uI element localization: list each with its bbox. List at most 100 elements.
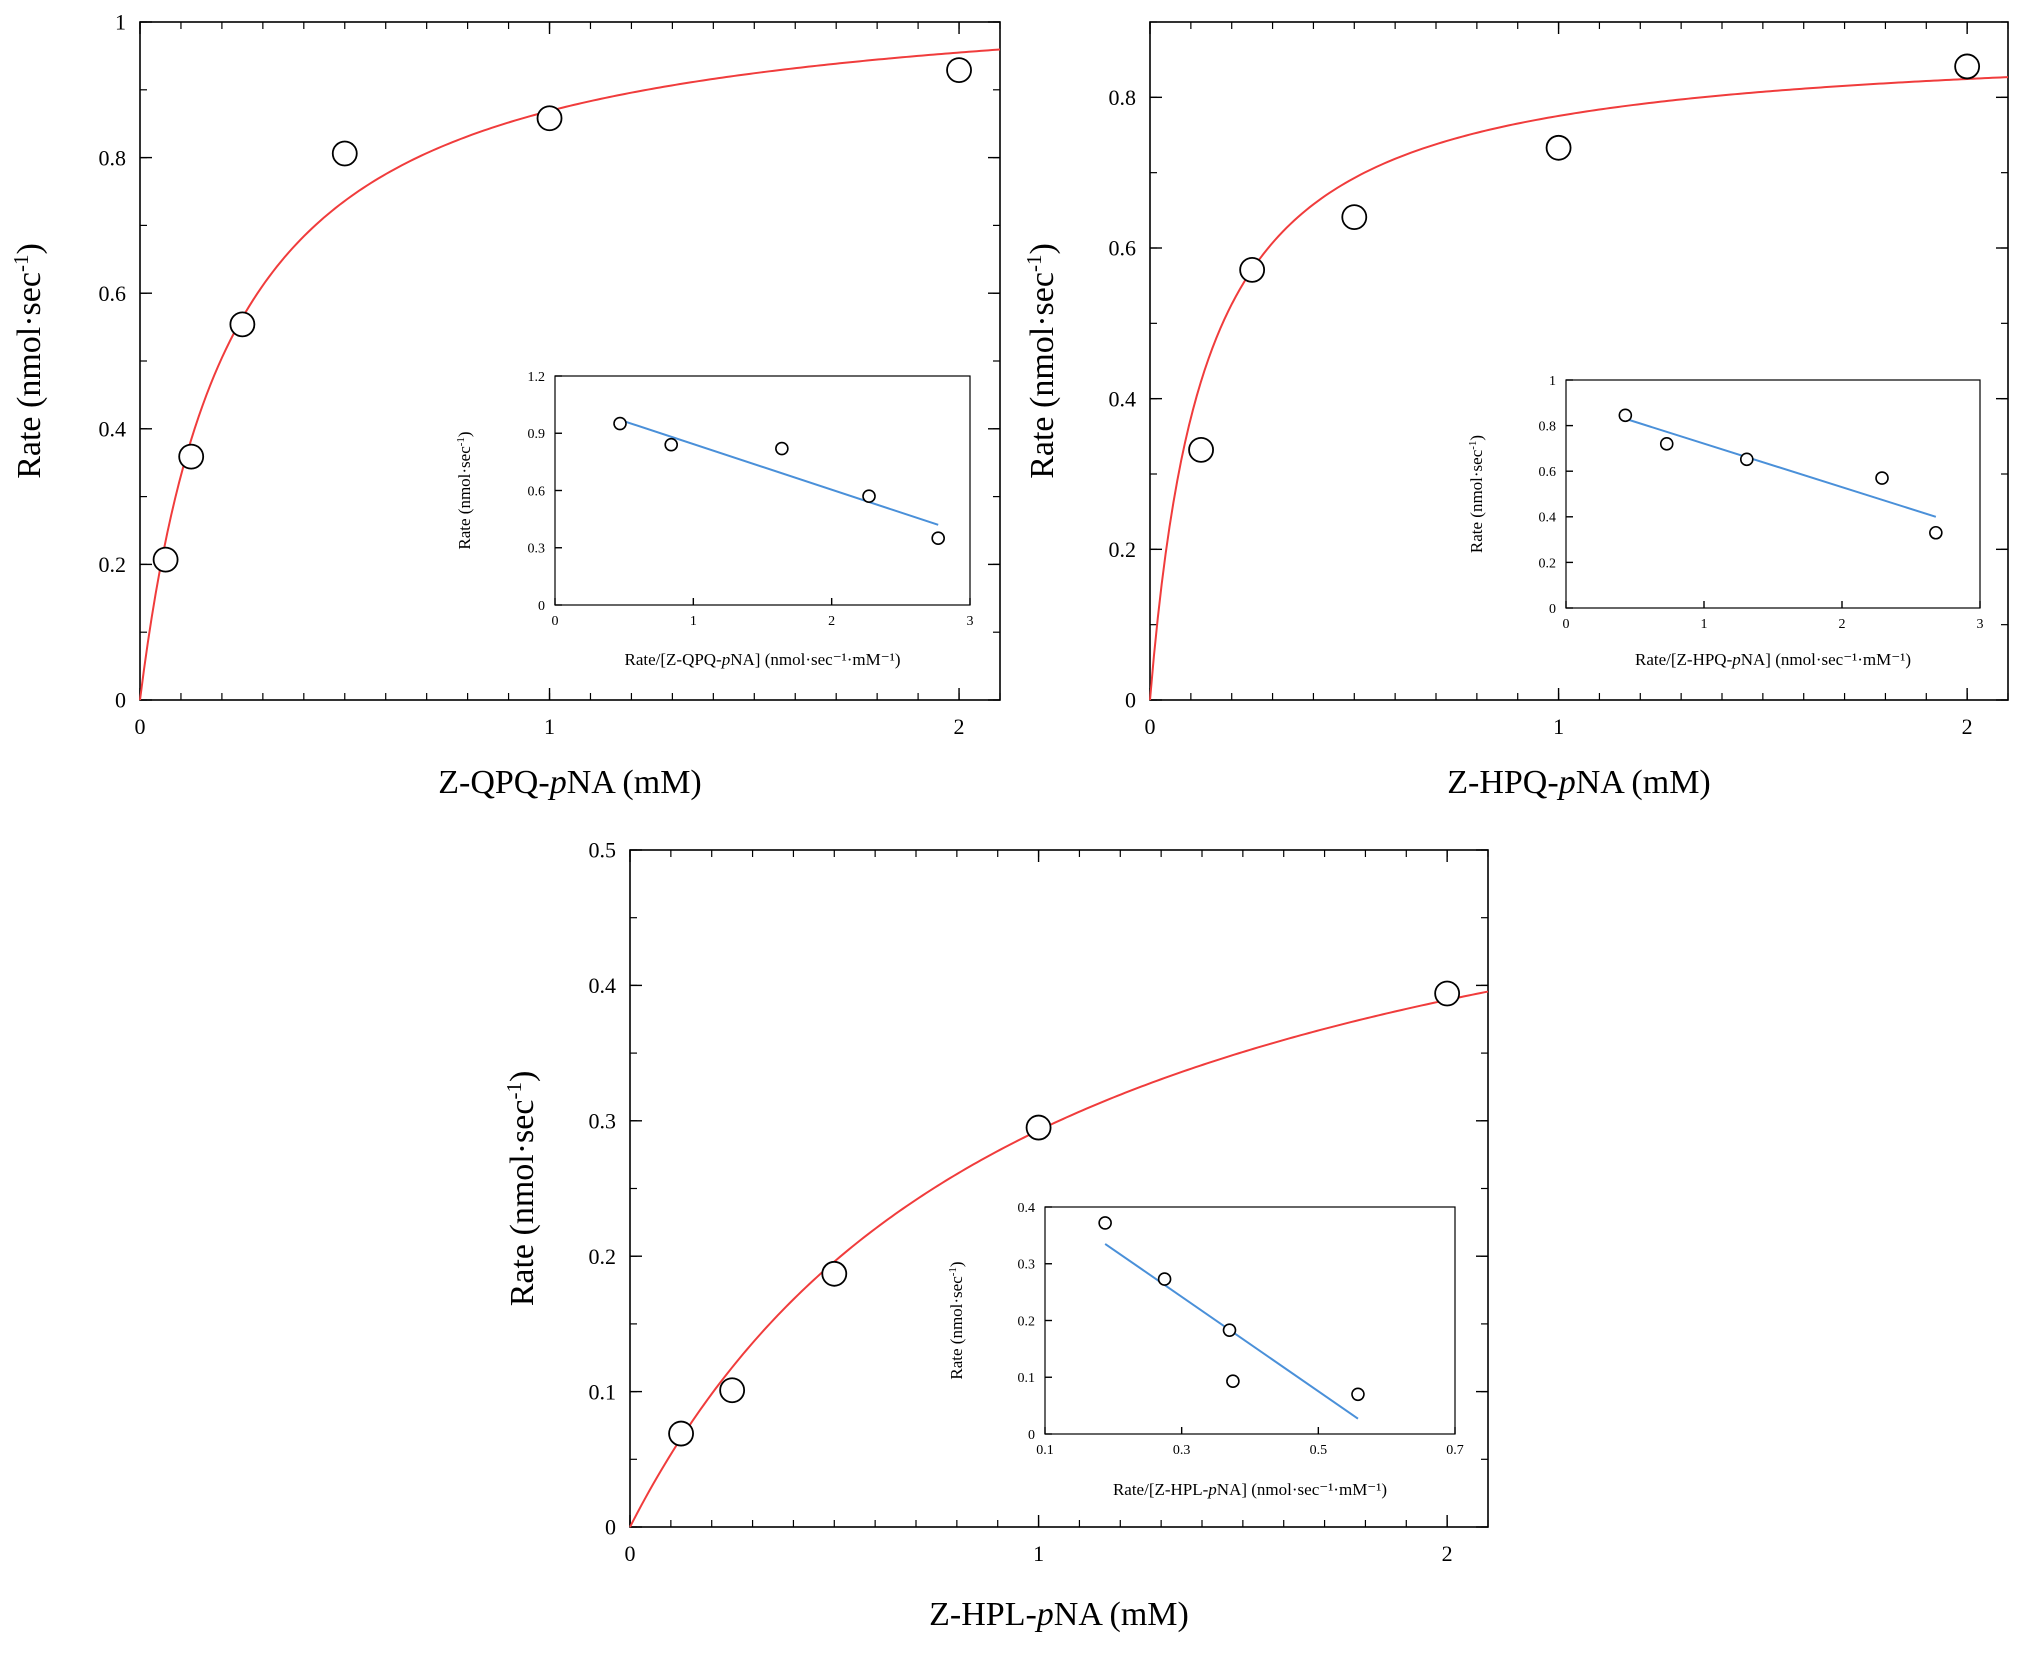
hpq-main-x-tick-label: 2 — [1962, 714, 1973, 739]
hpq-main-data-point — [1239, 256, 1266, 283]
hpq-main-inset-x-axis-label-part: Rate/[Z-HPQ- — [1635, 650, 1733, 669]
qpq-main-inset-data-point — [862, 489, 876, 504]
hpl-main-y-axis-label-part: ) — [504, 1071, 541, 1082]
hpq-main-x-axis-label-part: Z-HPQ- — [1447, 764, 1558, 801]
hpq-main-inset-x-axis-label-italic: p — [1731, 650, 1741, 669]
qpq-main-y-tick-label: 0.4 — [99, 417, 127, 442]
qpq-main-chart: 0 1 2 0 0.2 0.4 0.6 0.8 1 Z-QPQ-pNA (mM) Rate (nmo… — [9, 10, 1001, 801]
hpq-main-inset-y-axis-label-part: ) — [1467, 435, 1486, 441]
qpq-main-x-tick-label: 1 — [544, 714, 555, 739]
hpl-main-y-tick-label: 0.4 — [589, 973, 617, 998]
qpq-main-inset-y-tick-label: 0.6 — [528, 484, 546, 499]
hpl-main-y-axis-label: Rate (nmol·sec-1) — [502, 1071, 541, 1307]
qpq-main-inset: 0 1 2 3 0 0.3 0.6 0.9 1.2 Rate/[Z-QPQ-pNA] (nmol·… — [455, 370, 974, 669]
qpq-main-inset-x-tick-label: 0 — [552, 614, 559, 629]
qpq-main-inset-y-tick-label: 0.9 — [528, 427, 546, 442]
hpq-main-inset: 0 1 2 3 0 0.2 0.4 0.6 0.8 1 Rate/[Z-HPQ-pNA] (nmol… — [1467, 374, 1984, 669]
qpq-main-inset-x-axis-label-part: NA] (nmol·sec⁻¹·mM⁻¹) — [730, 650, 900, 669]
hpq-main-inset-x-axis-label: Rate/[Z-HPQ-pNA] (nmol·sec⁻¹·mM⁻¹) — [1635, 650, 1911, 669]
hpl-main-data-point — [1025, 1114, 1052, 1141]
hpl-main-inset-x-axis-label-part: Rate/[Z-HPL- — [1113, 1480, 1209, 1499]
hpl-main-inset-y-axis-label-part: Rate (nmol·sec — [947, 1276, 966, 1380]
hpq-main-inset-y-tick-label: 0.4 — [1539, 511, 1557, 526]
hpl-main-x-tick-label: 0 — [625, 1541, 636, 1566]
qpq-main-y-axis-label-part: ) — [11, 243, 48, 254]
hpl-main-x-axis-label-part: NA (mM) — [1054, 1596, 1189, 1633]
hpq-main-data-point — [1341, 204, 1368, 231]
qpq-main-inset-data-point — [613, 416, 627, 431]
hpq-main-inset-y-axis-label-sup: -1 — [1467, 441, 1479, 450]
qpq-main-x-axis-label-part: Z-QPQ- — [438, 764, 549, 801]
qpq-main-x-axis-label: Z-QPQ-pNA (mM) — [438, 764, 702, 801]
hpl-main-x-tick-label: 2 — [1442, 1541, 1453, 1566]
qpq-main-inset-y-axis-label-part: ) — [455, 431, 474, 437]
hpq-main-inset-x-axis-label-part: NA] (nmol·sec⁻¹·mM⁻¹) — [1741, 650, 1911, 669]
hpq-main-frame — [1149, 21, 2009, 701]
hpl-main-y-axis-label-part: Rate (nmol·sec — [504, 1100, 541, 1307]
hpq-main-x-axis-label: Z-HPQ-pNA (mM) — [1447, 764, 1711, 801]
hpl-main-inset-x-axis-label-italic: p — [1207, 1480, 1217, 1499]
hpl-main-inset-y-tick-label: 0 — [1028, 1428, 1035, 1443]
hpl-main-data-point — [1434, 980, 1461, 1007]
qpq-main-inset-x-tick-label: 1 — [690, 614, 697, 629]
hpq-main-inset-x-tick-label: 1 — [1701, 617, 1708, 632]
hpl-main-inset-x-tick-label: 0.3 — [1173, 1443, 1191, 1458]
qpq-main-y-tick-label: 1 — [115, 10, 126, 35]
hpl-main-inset-data-point — [1222, 1323, 1237, 1337]
hpq-main-y-axis-label-part: ) — [1024, 243, 1061, 254]
qpq-main-inset-data-point — [664, 437, 679, 452]
hpl-main-y-tick-label: 0.2 — [589, 1244, 617, 1269]
qpq-main-y-axis-label-sup: -1 — [9, 255, 33, 273]
hpq-main-fit-curve — [1149, 76, 2009, 701]
qpq-main-inset-x-tick-label: 2 — [828, 614, 835, 629]
hpl-main-inset-data-point — [1226, 1374, 1240, 1389]
qpq-main-data-point — [229, 311, 256, 338]
hpq-main-inset-y-tick-label: 0 — [1549, 602, 1556, 617]
qpq-main-y-tick-label: 0.6 — [99, 281, 127, 306]
hpl-main-chart: 0 1 200.10.20.30.40.5Z-HPL-pNA (mM)Rate (n… — [502, 838, 1489, 1633]
hpq-main-inset-y-axis-label: Rate (nmol·sec-1) — [1467, 435, 1486, 553]
qpq-main-inset-y-axis-label: Rate (nmol·sec-1) — [455, 431, 474, 549]
qpq-main-data-point — [331, 140, 358, 167]
hpq-main-inset-x-tick-label: 2 — [1839, 617, 1846, 632]
hpq-main-inset-x-tick-label: 0 — [1563, 617, 1570, 632]
qpq-main-x-axis-label-italic: p — [548, 764, 567, 801]
qpq-main-y-axis-label: Rate (nmol·sec-1) — [9, 243, 48, 479]
hpq-main-inset-data-point — [1739, 452, 1754, 467]
hpl-main-x-tick-label: 1 — [1033, 1541, 1044, 1566]
hpl-main-inset-data-point — [1351, 1387, 1365, 1402]
qpq-main-y-tick-label: 0 — [115, 688, 126, 713]
hpl-main-inset-x-tick-label: 0.1 — [1036, 1443, 1054, 1458]
qpq-main-data-point — [946, 57, 972, 84]
hpl-main-y-tick-label: 0.1 — [589, 1379, 617, 1404]
qpq-main-inset-axes: 0 1 2 3 0 0.3 0.6 0.9 1.2 — [528, 370, 974, 629]
qpq-main-data-point — [152, 546, 179, 573]
hpl-main-inset-x-tick-label: 0.5 — [1310, 1443, 1328, 1458]
qpq-main-axes: 0 1 2 0 0.2 0.4 0.6 0.8 1 — [99, 10, 1001, 739]
qpq-main-y-tick-label: 0.2 — [99, 552, 127, 577]
qpq-main-inset-x-axis-label-part: Rate/[Z-QPQ- — [624, 650, 722, 669]
hpq-main-inset-frame — [1565, 379, 1981, 609]
hpl-main-inset-y-tick-label: 0.2 — [1018, 1314, 1036, 1329]
qpq-main-data-point — [536, 105, 563, 132]
qpq-main-y-tick-label: 0.8 — [99, 145, 127, 170]
hpl-main-inset-y-tick-label: 0.3 — [1018, 1258, 1036, 1273]
hpl-main-inset-y-axis-label-part: ) — [947, 1261, 966, 1267]
hpq-main-data-point — [1545, 134, 1572, 161]
qpq-main-x-tick-label: 2 — [954, 714, 965, 739]
qpq-main-inset-x-axis-label-italic: p — [721, 650, 731, 669]
hpq-main-inset-y-tick-label: 1 — [1549, 374, 1556, 389]
hpq-main-y-tick-label: 0.2 — [1109, 537, 1137, 562]
hpq-main-axes: 0 1 2 0 0.2 0.4 0.6 0.8 — [1109, 21, 2009, 739]
hpl-main-y-axis-label-sup: -1 — [502, 1082, 526, 1100]
qpq-main-x-tick-label: 0 — [135, 714, 146, 739]
hpq-main-x-axis-label-part: NA (mM) — [1576, 764, 1711, 801]
hpl-main-x-axis-label: Z-HPL-pNA (mM) — [929, 1596, 1189, 1633]
qpq-main-inset-y-tick-label: 1.2 — [528, 370, 546, 385]
hpq-main-chart: 0 1 200.20.40.60.8Z-HPQ-pNA (mM)Rate (nmol… — [1022, 21, 2009, 801]
hpl-main-inset-x-axis-label: Rate/[Z-HPL-pNA] (nmol·sec⁻¹·mM⁻¹) — [1113, 1480, 1387, 1499]
hpq-main-y-tick-label: 0.6 — [1109, 236, 1137, 261]
qpq-main-y-axis-label-part: Rate (nmol·sec — [11, 272, 48, 479]
hpl-main-inset-axes: 0.1 0.3 0.5 0.700.10.20.30.4 — [1018, 1201, 1464, 1458]
qpq-main-inset-x-axis-label: Rate/[Z-QPQ-pNA] (nmol·sec⁻¹·mM⁻¹) — [624, 650, 900, 669]
